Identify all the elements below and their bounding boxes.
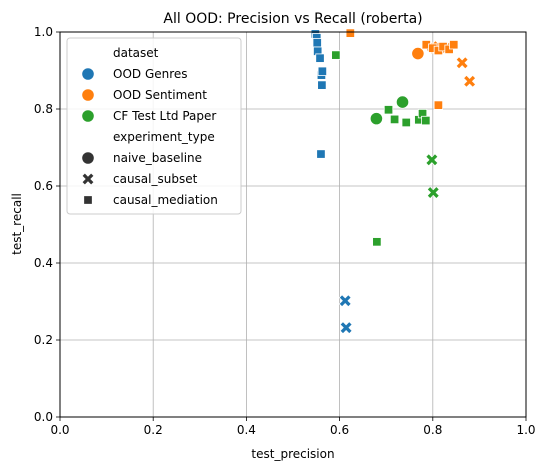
chart-title: All OOD: Precision vs Recall (roberta): [163, 11, 422, 27]
x-axis-ticks: 0.0 0.2 0.4 0.6 0.8 1.0: [50, 417, 536, 437]
data-point: [312, 38, 322, 48]
x-axis-label: test_precision: [251, 447, 334, 461]
x-tick-label: 0.6: [330, 423, 349, 437]
legend-entry-label: causal_mediation: [113, 193, 218, 207]
legend-marker: [81, 172, 95, 186]
data-point: [425, 153, 439, 167]
data-point: [401, 117, 411, 128]
y-axis-ticks: 0.0 0.2 0.4 0.6 0.8 1.0: [34, 25, 60, 424]
data-point: [372, 237, 382, 247]
data-point: [317, 80, 327, 90]
data-point: [316, 149, 326, 159]
data-point: [331, 50, 341, 60]
data-point: [433, 100, 444, 110]
legend-entry-label: naive_baseline: [113, 151, 202, 165]
data-point: [315, 53, 325, 63]
x-tick-label: 0.2: [144, 423, 163, 437]
data-point: [338, 294, 352, 308]
data-point: [455, 56, 469, 70]
data-point: [383, 105, 394, 115]
y-axis-label: test_recall: [10, 193, 24, 255]
y-tick-label: 0.8: [34, 102, 53, 116]
legend-swatch: [81, 88, 95, 102]
x-tick-label: 1.0: [516, 423, 535, 437]
legend-entry-label: CF Test Ltd Paper: [113, 109, 216, 123]
legend-entry-label: causal_subset: [113, 172, 198, 186]
data-point: [426, 186, 440, 199]
data-point: [421, 115, 431, 126]
y-tick-label: 1.0: [34, 25, 53, 39]
legend-marker: [81, 151, 95, 165]
y-tick-label: 0.4: [34, 256, 53, 270]
data-point: [395, 95, 410, 109]
legend-style-title: experiment_type: [113, 130, 215, 144]
x-tick-label: 0.0: [50, 423, 69, 437]
data-point: [463, 75, 476, 88]
data-point: [317, 66, 328, 76]
y-tick-label: 0.6: [34, 179, 53, 193]
data-point: [389, 114, 400, 125]
legend-hue-title: dataset: [113, 46, 159, 60]
x-tick-label: 0.8: [423, 423, 442, 437]
legend: dataset OOD Genres OOD Sentiment CF Test Lt…: [66, 37, 242, 215]
legend-entry-label: OOD Sentiment: [113, 88, 207, 102]
plot-frame: [59, 31, 527, 418]
data-point: [449, 40, 459, 50]
data-point: [411, 46, 425, 61]
data-point: [369, 112, 384, 126]
x-tick-label: 0.4: [237, 423, 256, 437]
legend-entry-label: OOD Genres: [113, 67, 188, 81]
data-point: [339, 321, 353, 334]
legend-marker: [83, 195, 93, 205]
data-points: [310, 28, 476, 334]
data-point: [345, 28, 355, 38]
legend-box: [66, 37, 242, 215]
y-tick-label: 0.2: [34, 333, 53, 347]
legend-swatch: [81, 67, 95, 81]
y-tick-label: 0.0: [34, 410, 53, 424]
legend-swatch: [81, 109, 95, 123]
